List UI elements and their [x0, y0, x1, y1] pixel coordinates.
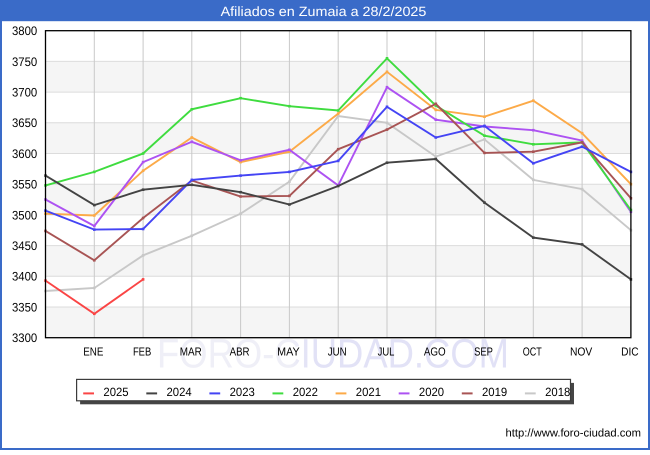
svg-text:3600: 3600: [12, 147, 37, 161]
svg-text:2024: 2024: [167, 385, 193, 399]
svg-text:3350: 3350: [12, 300, 37, 314]
svg-text:3650: 3650: [12, 116, 37, 130]
svg-text:SEP: SEP: [474, 346, 493, 359]
svg-text:2020: 2020: [419, 385, 445, 399]
svg-text:OCT: OCT: [523, 346, 542, 359]
svg-text:3800: 3800: [12, 24, 37, 38]
svg-text:FEB: FEB: [133, 346, 151, 359]
svg-text:ENE: ENE: [83, 346, 103, 359]
svg-text:3750: 3750: [12, 55, 37, 69]
svg-text:DIC: DIC: [621, 346, 639, 359]
svg-text:AGO: AGO: [424, 346, 446, 359]
svg-text:2025: 2025: [103, 385, 129, 399]
svg-text:JUN: JUN: [328, 346, 347, 359]
svg-text:2021: 2021: [356, 385, 382, 399]
svg-text:2018: 2018: [545, 385, 571, 399]
svg-text:2019: 2019: [482, 385, 508, 399]
svg-text:MAR: MAR: [180, 346, 202, 359]
svg-text:NOV: NOV: [570, 346, 592, 359]
svg-text:JUL: JUL: [378, 346, 395, 359]
svg-text:http://www.foro-ciudad.com: http://www.foro-ciudad.com: [506, 428, 642, 440]
svg-text:2022: 2022: [293, 385, 319, 399]
svg-text:Afiliados en Zumaia a 28/2/202: Afiliados en Zumaia a 28/2/2025: [221, 4, 427, 19]
svg-text:3500: 3500: [12, 208, 37, 222]
svg-text:3400: 3400: [12, 270, 37, 284]
svg-text:3450: 3450: [12, 239, 37, 253]
svg-text:ABR: ABR: [230, 346, 250, 359]
svg-text:3700: 3700: [12, 86, 37, 100]
svg-text:3300: 3300: [12, 331, 37, 345]
svg-text:2023: 2023: [230, 385, 256, 399]
svg-text:MAY: MAY: [277, 346, 300, 359]
svg-text:3550: 3550: [12, 178, 37, 192]
